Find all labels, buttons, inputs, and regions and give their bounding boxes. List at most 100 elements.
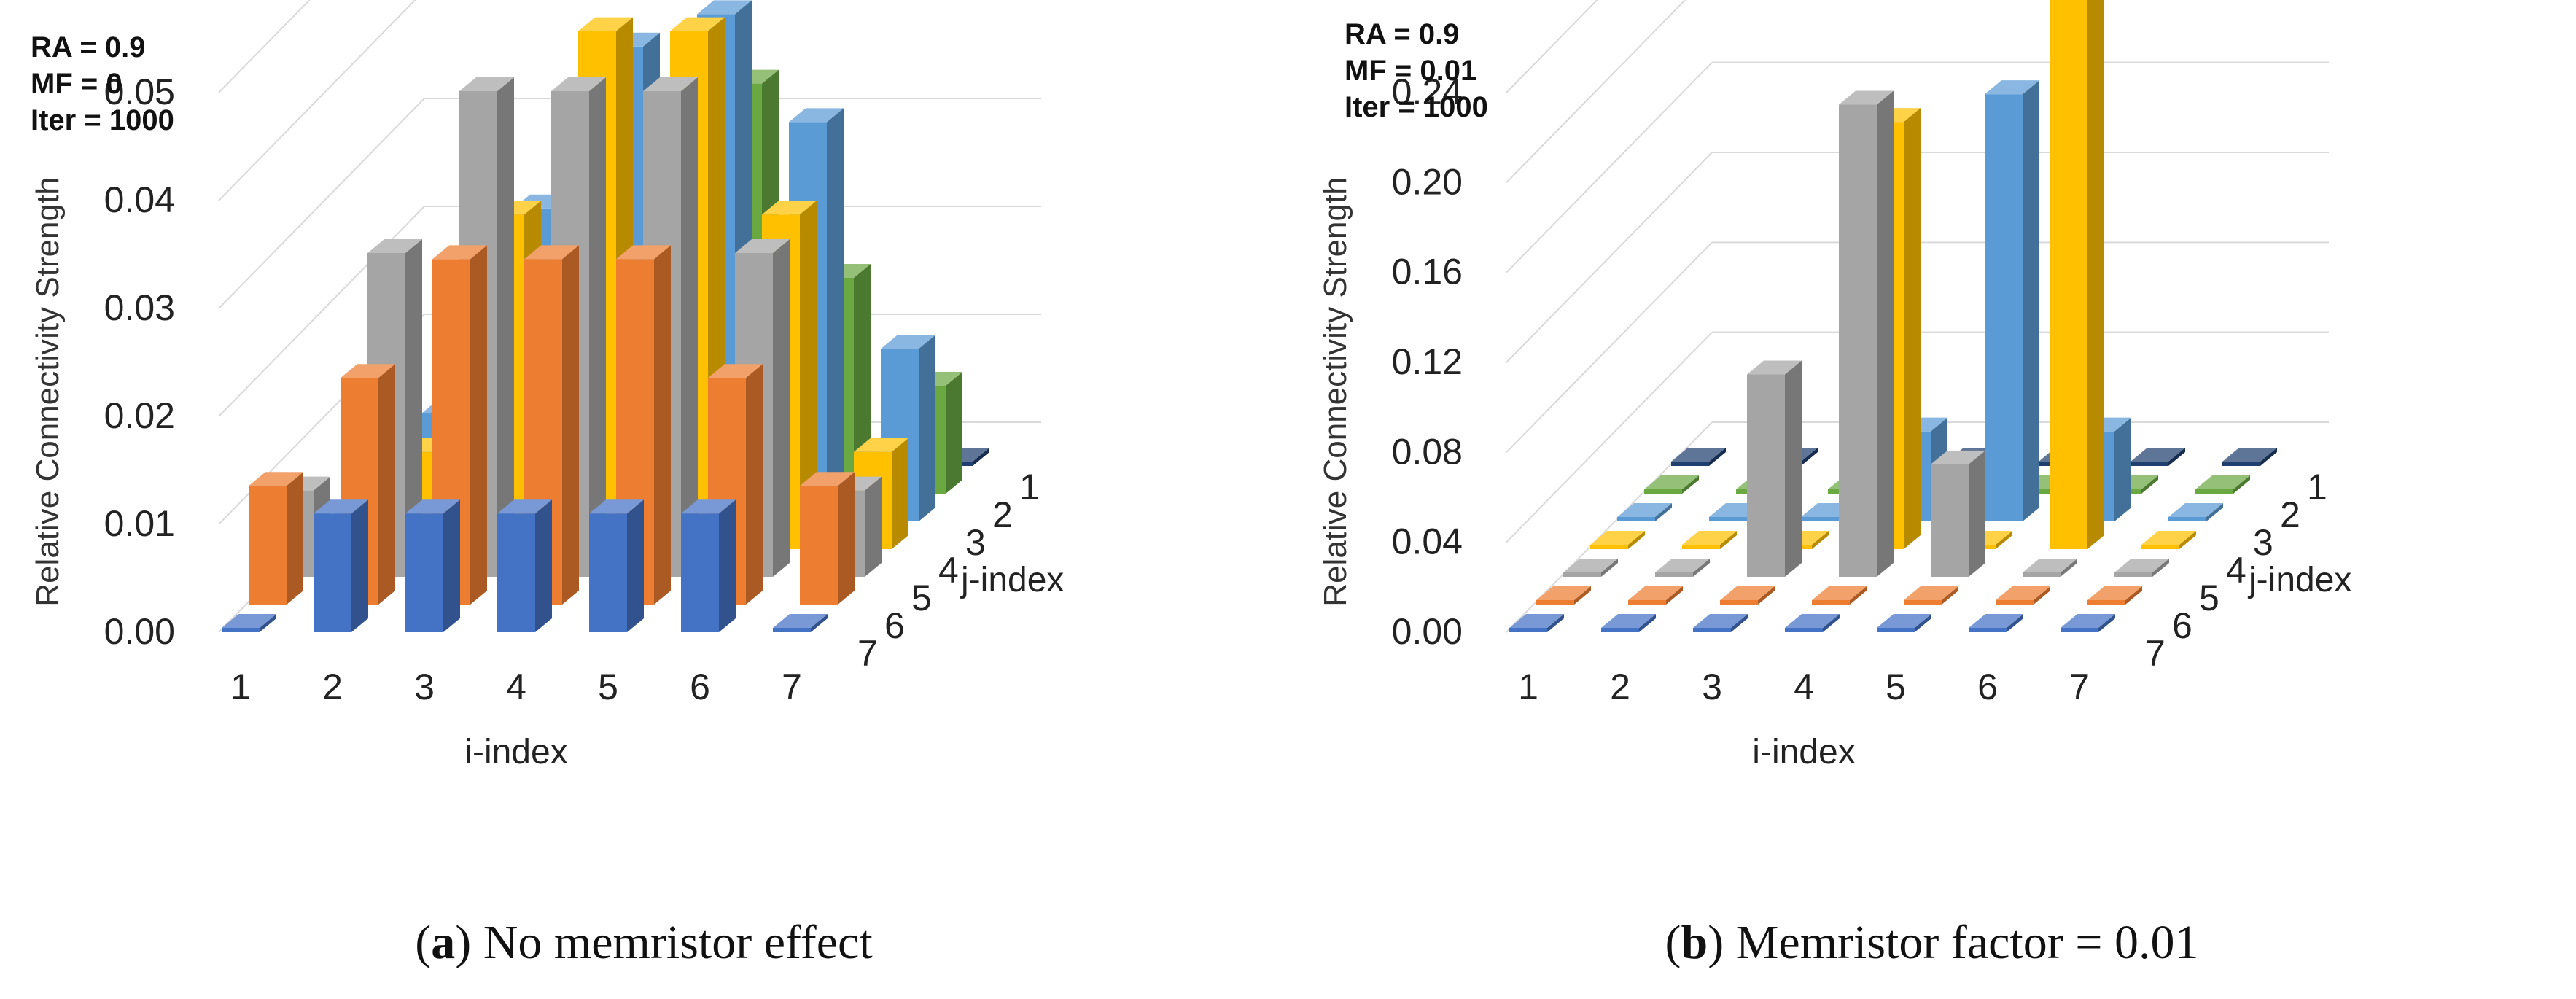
bar-side (535, 500, 552, 632)
bar-side (351, 500, 368, 632)
bar-top (405, 500, 460, 514)
y-tick-label: 0.16 (1392, 252, 1463, 292)
bar-top (773, 614, 828, 628)
bar-side (378, 364, 395, 605)
bar (222, 614, 276, 632)
bar-front (1590, 545, 1628, 549)
bar (1655, 559, 1710, 577)
y-tick-label: 0.04 (104, 179, 175, 220)
bar-top (1877, 614, 1931, 628)
bar-side (1785, 360, 1802, 577)
chart-panel-b: 0.00 0.04 0.08 0.12 0.16 0.20 0.24 Relative Con… (1288, 0, 2576, 999)
bar-side (1801, 448, 1818, 466)
z-tick-label: 1 (1019, 467, 1040, 508)
bar-front (589, 513, 627, 632)
bar-side (1655, 503, 1672, 521)
bar-top (589, 500, 644, 514)
bar-side (1969, 450, 1985, 577)
z-axis-title: j-index (960, 561, 1064, 599)
bar-front (249, 486, 287, 605)
bar (1563, 559, 1618, 577)
x-tick-label: 2 (322, 666, 343, 707)
param-ra: RA = 0.9 (1345, 18, 1460, 50)
bar-side (497, 77, 514, 577)
bar-top (1720, 586, 1775, 600)
bar (2141, 531, 2196, 549)
z-tick-label: 3 (2253, 522, 2273, 563)
bar-top (2168, 503, 2223, 517)
bar-top (1536, 586, 1591, 600)
caption-a-text: ) No memristor effect (455, 916, 873, 969)
bar (1693, 614, 1748, 632)
bar-top (459, 77, 514, 91)
bar (341, 364, 395, 605)
bar (1747, 360, 1802, 577)
bar-front (1536, 600, 1574, 605)
bar-front (1563, 572, 1601, 577)
bar (249, 472, 303, 605)
bar (2195, 475, 2250, 494)
bar (681, 500, 736, 632)
bar (2168, 503, 2223, 521)
bar-side (2098, 614, 2115, 632)
x-tick-label: 7 (782, 666, 802, 707)
bar (1839, 90, 1894, 577)
bar-top (1812, 586, 1867, 600)
bar-top (1785, 614, 1840, 628)
x-tick-label: 5 (598, 666, 618, 707)
z-tick-label: 5 (911, 578, 932, 618)
bar-side (2233, 475, 2250, 494)
side-gridline (1506, 0, 1598, 93)
bar-front (2222, 462, 2260, 466)
chart-b-params: RA = 0.9 MF = 0.01 Iter = 1000 (1345, 16, 1488, 125)
y-tick-label: 0.24 (1392, 71, 1463, 112)
bar-side (1904, 108, 1921, 549)
bar-top (432, 245, 487, 260)
y-tick-label: 0.00 (1392, 611, 1463, 652)
bar-front (1617, 517, 1655, 521)
bar-top (881, 335, 935, 349)
x-tick-label: 7 (2069, 666, 2090, 707)
bar-side (1812, 531, 1829, 549)
bar-side (973, 448, 989, 466)
x-axis-title: i-index (464, 733, 567, 771)
x-axis: 1 2 3 4 5 6 7 (230, 666, 802, 707)
bar-top (2023, 559, 2077, 572)
bar (1617, 503, 1672, 521)
x-tick-label: 1 (230, 666, 251, 707)
bar-top (1617, 503, 1672, 517)
bar-top (1747, 360, 1802, 375)
bar (1536, 586, 1591, 605)
bar-top (681, 500, 736, 514)
bar-side (919, 335, 935, 521)
y-axis-title: Relative Connectivity Strength (30, 176, 66, 606)
bar-top (616, 245, 671, 260)
bar (589, 500, 644, 632)
bar-side (827, 108, 844, 521)
bar (2114, 559, 2169, 577)
bar-top (1985, 80, 2039, 95)
x-tick-label: 6 (690, 666, 710, 707)
bar (1877, 614, 1931, 632)
z-tick-label: 6 (884, 605, 905, 646)
z-tick-label: 2 (992, 494, 1013, 535)
x-axis-title: i-index (1752, 733, 1855, 771)
bar-top (670, 17, 725, 31)
bar-side (946, 372, 962, 494)
bar-top (367, 239, 422, 253)
chart-a-canvas: 0.00 0.01 0.02 0.03 0.04 0.05 Relative Connect… (30, 0, 1064, 771)
bar-top (1628, 586, 1683, 600)
param-mf: MF = 0 (31, 68, 122, 100)
bar-front (1801, 517, 1839, 521)
bar-top (789, 108, 844, 123)
bar-front (497, 513, 535, 632)
bar-side (2168, 448, 2185, 466)
bar (1590, 531, 1645, 549)
bar-front (1985, 94, 2023, 521)
bar-front (1747, 374, 1785, 577)
bar-front (2061, 628, 2098, 632)
bar-front (1693, 628, 1731, 632)
bar-side (2179, 531, 2196, 549)
bar-side (2125, 586, 2142, 605)
